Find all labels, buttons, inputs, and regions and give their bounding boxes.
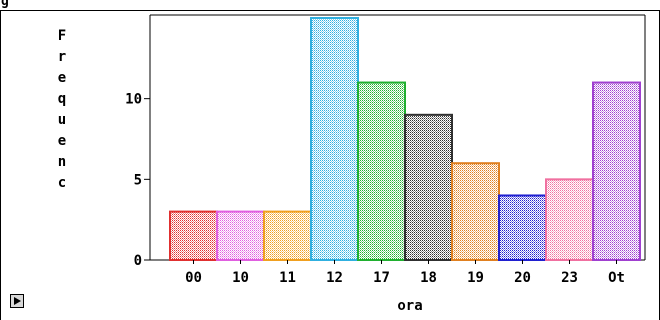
y-tick-label: 5 [134, 172, 142, 188]
x-tick-label: 11 [279, 270, 296, 286]
y-axis-title-letter: r [58, 49, 66, 65]
x-tick-label: 17 [373, 270, 390, 286]
x-tick-label: 23 [561, 270, 578, 286]
y-axis-title-letter: u [58, 112, 66, 128]
bar-00 [169, 210, 218, 262]
window-title-strip: g [0, 0, 660, 11]
window-frame-left [0, 10, 1, 320]
bar-10 [216, 210, 265, 262]
bar-Ot [592, 81, 641, 261]
y-axis-title-letter: n [58, 154, 66, 170]
y-axis-title-letter: e [58, 70, 66, 86]
window-title: g [1, 0, 9, 9]
y-axis-title-letter: e [58, 133, 66, 149]
bar-18 [404, 113, 453, 261]
y-axis-title-letter: c [58, 175, 66, 191]
y-tick-label: 0 [134, 253, 142, 269]
x-tick-label: Ot [608, 270, 625, 286]
y-axis-title-letter: q [58, 91, 66, 107]
x-tick-label: 18 [420, 270, 437, 286]
triangle-right-icon [14, 297, 21, 305]
x-tick-label: 00 [185, 270, 202, 286]
x-axis: 00 10 11 12 17 18 19 20 23 Ot [185, 260, 625, 286]
x-tick-label: 12 [326, 270, 343, 286]
bar-19 [451, 162, 500, 261]
bar-11 [263, 210, 312, 262]
y-tick-label: 10 [125, 92, 142, 108]
bar-23 [545, 178, 594, 261]
bar-17 [357, 81, 406, 261]
y-axis: 0 5 10 [125, 92, 150, 269]
x-tick-label: 20 [514, 270, 531, 286]
bars-group [169, 17, 641, 262]
bar-20 [498, 194, 547, 261]
bar-12 [310, 17, 359, 261]
x-tick-label: 10 [232, 270, 249, 286]
x-axis-title: ora [397, 298, 422, 314]
x-tick-label: 19 [467, 270, 484, 286]
y-axis-title-letter: F [58, 28, 66, 44]
expand-button[interactable] [10, 294, 24, 308]
